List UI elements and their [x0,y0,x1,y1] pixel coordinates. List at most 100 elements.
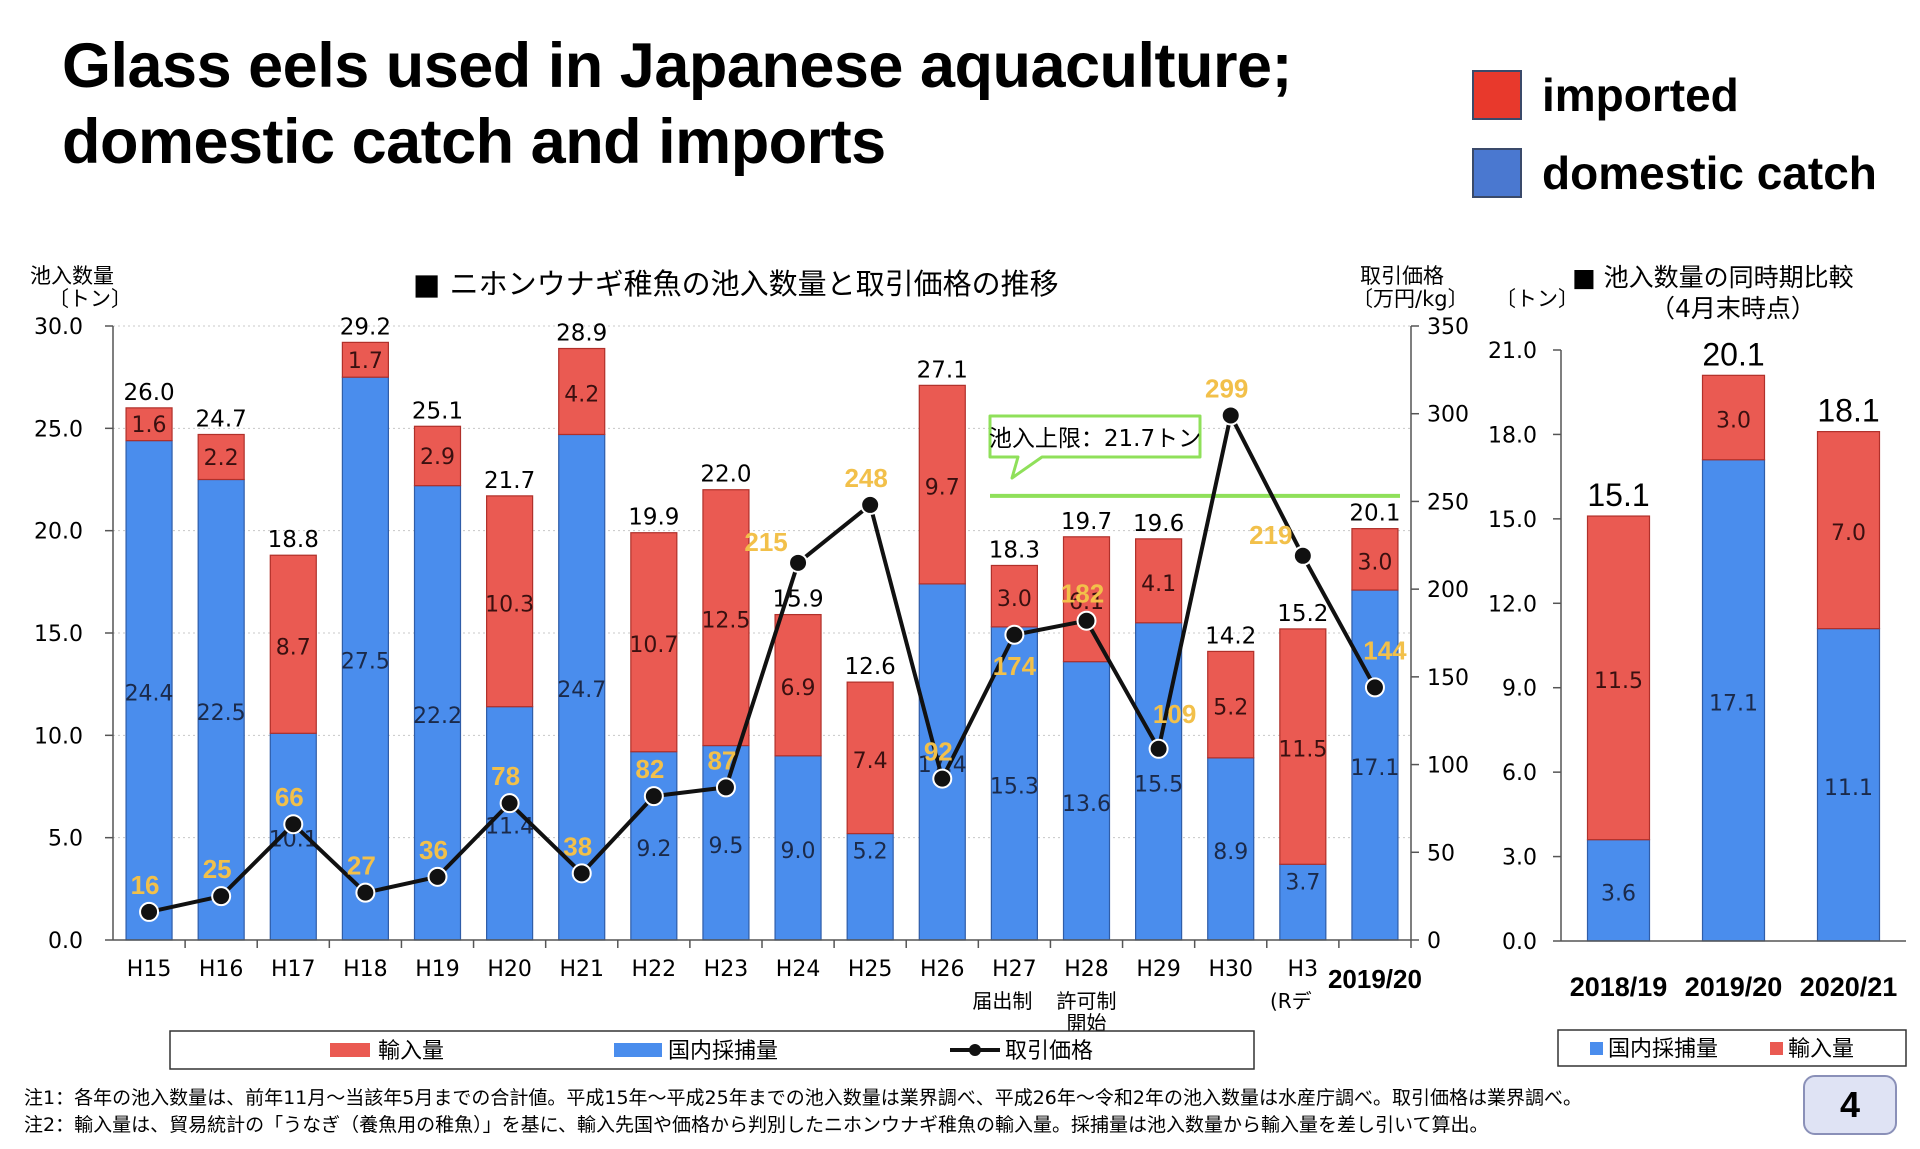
price-point [1076,610,1097,631]
total-label: 18.8 [268,527,319,553]
compare-category-label: 2019/20 [1685,972,1783,1002]
left-tick-label: 15.0 [34,622,83,647]
bar-imported-H25 [846,681,894,835]
left-axis-unit: 〔トン〕 [48,287,132,311]
title-line-2: domestic catch and imports [62,107,886,177]
x-category-label: 2019/20 [1328,964,1422,994]
x-category-label: H26 [920,957,965,982]
compare-legend-swatch-domestic [1590,1042,1603,1055]
imported-value-label: 2.9 [420,445,455,470]
bar-imported-H29 [1135,538,1183,624]
x-category-label: H15 [127,957,172,982]
compare-domestic-label: 17.1 [1709,691,1758,716]
price-value-label: 82 [635,754,664,784]
price-point [715,777,736,798]
x-category-label: H25 [848,957,893,982]
bar-domestic-H24 [774,755,822,941]
compare-bar-domestic-2020/21 [1816,628,1881,942]
bar-imported-H21 [558,347,606,436]
domestic-value-label: 22.5 [197,701,246,726]
domestic-value-label: 22.2 [413,704,462,729]
compare-chart-title: ■ 池入数量の同時期比較 [1572,263,1854,292]
imported-value-label: 1.7 [348,349,383,374]
price-point [932,768,953,789]
compare-imported-label: 3.0 [1716,409,1751,434]
price-point [788,552,809,573]
price-value-label: 87 [707,745,736,775]
bar-domestic-H16 [197,478,245,941]
legend-item-domestic: domestic catch [1472,134,1877,212]
x-category-label: H21 [559,957,604,982]
bar-imported-H16 [197,433,245,481]
compare-legend-box [1557,1029,1907,1067]
compare-bar-imported-2019/20 [1701,374,1766,461]
title-line-1: Glass eels used in Japanese aquaculture; [62,31,1293,101]
right-tick-label: 250 [1427,490,1469,515]
cap-callout-text: 池入上限：21.7トン [989,426,1201,452]
price-point [860,494,881,515]
imported-value-label: 6.9 [781,676,816,701]
imported-value-label: 3.0 [997,587,1032,612]
x-category-label: H27 [992,957,1037,982]
right-tick-label: 300 [1427,403,1469,428]
domestic-value-label: 24.4 [125,681,174,706]
total-label: 25.1 [412,398,463,424]
compare-category-label: 2020/21 [1800,972,1898,1002]
imported-value-label: 8.7 [276,635,311,660]
page-number: 4 [1803,1075,1897,1135]
compare-domestic-label: 3.6 [1601,881,1636,906]
imported-value-label: 11.5 [1278,738,1327,763]
bar-domestic-2019/20 [1351,589,1399,941]
price-value-label: 219 [1249,520,1292,550]
x-category-label: H24 [776,957,821,982]
total-label: 18.3 [989,537,1040,563]
price-value-label: 66 [275,782,304,812]
compare-imported-label: 11.5 [1594,669,1643,694]
total-label: 15.2 [1277,601,1328,627]
total-label: 21.7 [484,468,535,494]
imported-value-label: 10.3 [485,592,534,617]
price-value-label: 78 [491,761,520,791]
bar-imported-H22 [630,532,678,753]
domestic-value-label: 5.2 [853,840,888,865]
price-value-label: 27 [347,851,376,881]
right-tick-label: 350 [1427,315,1469,340]
x-category-label: H16 [199,957,244,982]
price-point [283,814,304,835]
main-legend-label-domestic: 国内採捕量 [668,1039,778,1064]
price-point [355,882,376,903]
price-point [1292,545,1313,566]
price-point [643,786,664,807]
right-tick-label: 200 [1427,578,1469,603]
main-legend-marker [969,1044,981,1056]
left-tick-label: 20.0 [34,520,83,545]
footnote-2: 注2：輸入量は、貿易統計の「うなぎ（養魚用の稚魚）」を基に、輸入先国や価格から判… [24,1114,1489,1136]
compare-tick-label: 0.0 [1502,930,1537,955]
total-label: 26.0 [123,380,174,406]
compare-bar-domestic-2019/20 [1701,459,1766,942]
compare-domestic-label: 11.1 [1824,776,1873,801]
compare-category-label: 2018/19 [1570,972,1668,1002]
x-category-label: H17 [271,957,316,982]
compare-legend-label-domestic: 国内採捕量 [1608,1037,1718,1062]
price-value-label: 299 [1205,373,1248,403]
x-category-label: H23 [704,957,749,982]
left-tick-label: 25.0 [34,417,83,442]
bar-imported-H17 [269,554,317,734]
price-point [499,793,520,814]
bar-imported-H28 [1062,536,1111,663]
legend-label-imported: imported [1542,69,1739,121]
price-point [139,901,160,922]
x-category-label: H22 [632,957,677,982]
price-point [1220,405,1241,426]
x-category-label: H3 [1288,957,1319,982]
domestic-value-label: 8.9 [1213,840,1248,865]
imported-value-label: 2.2 [204,446,239,471]
x-category-sublabel: 届出制 [972,989,1032,1013]
price-value-label: 36 [419,835,448,865]
total-label: 27.1 [917,357,968,383]
imported-value-label: 4.2 [564,382,599,407]
price-point [427,866,448,887]
domestic-value-label: 15.3 [990,774,1039,799]
compare-bar-domestic-2018/19 [1586,839,1651,942]
